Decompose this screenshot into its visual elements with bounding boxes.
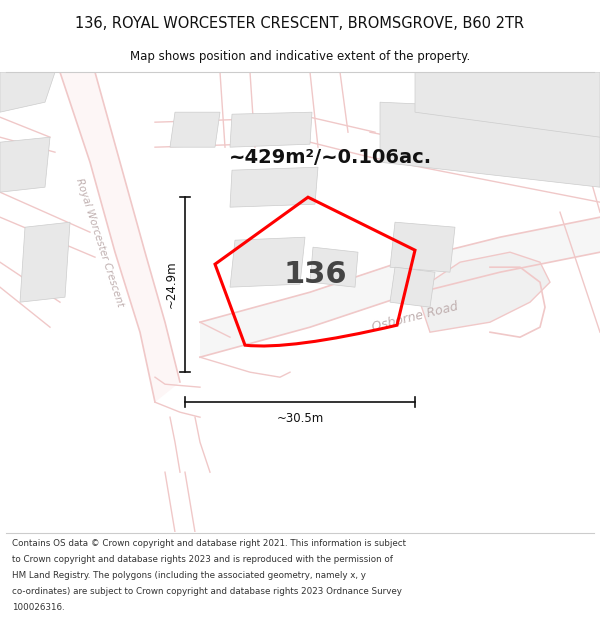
Text: 100026316.: 100026316. [12, 602, 65, 612]
Polygon shape [230, 237, 305, 288]
Polygon shape [20, 222, 70, 302]
Text: co-ordinates) are subject to Crown copyright and database rights 2023 Ordnance S: co-ordinates) are subject to Crown copyr… [12, 587, 402, 596]
Polygon shape [390, 268, 435, 307]
Polygon shape [230, 167, 318, 208]
Polygon shape [380, 102, 600, 188]
Polygon shape [0, 137, 50, 192]
Polygon shape [415, 72, 600, 137]
Text: ~30.5m: ~30.5m [277, 412, 323, 425]
Text: Osborne Road: Osborne Road [371, 300, 460, 334]
Text: to Crown copyright and database rights 2023 and is reproduced with the permissio: to Crown copyright and database rights 2… [12, 554, 393, 564]
Text: 136: 136 [283, 260, 347, 289]
Polygon shape [200, 217, 600, 357]
Text: HM Land Registry. The polygons (including the associated geometry, namely x, y: HM Land Registry. The polygons (includin… [12, 571, 366, 579]
Text: 136, ROYAL WORCESTER CRESCENT, BROMSGROVE, B60 2TR: 136, ROYAL WORCESTER CRESCENT, BROMSGROV… [76, 16, 524, 31]
Polygon shape [60, 72, 180, 402]
Polygon shape [420, 252, 550, 332]
Text: ~24.9m: ~24.9m [164, 261, 178, 309]
Polygon shape [310, 247, 358, 288]
Polygon shape [170, 112, 220, 147]
Text: ~429m²/~0.106ac.: ~429m²/~0.106ac. [229, 148, 431, 167]
Text: Contains OS data © Crown copyright and database right 2021. This information is : Contains OS data © Crown copyright and d… [12, 539, 406, 548]
Polygon shape [390, 222, 455, 272]
Text: Royal Worcester Crescent: Royal Worcester Crescent [74, 177, 125, 308]
Polygon shape [0, 72, 55, 112]
Polygon shape [230, 112, 312, 147]
Text: Map shows position and indicative extent of the property.: Map shows position and indicative extent… [130, 50, 470, 63]
